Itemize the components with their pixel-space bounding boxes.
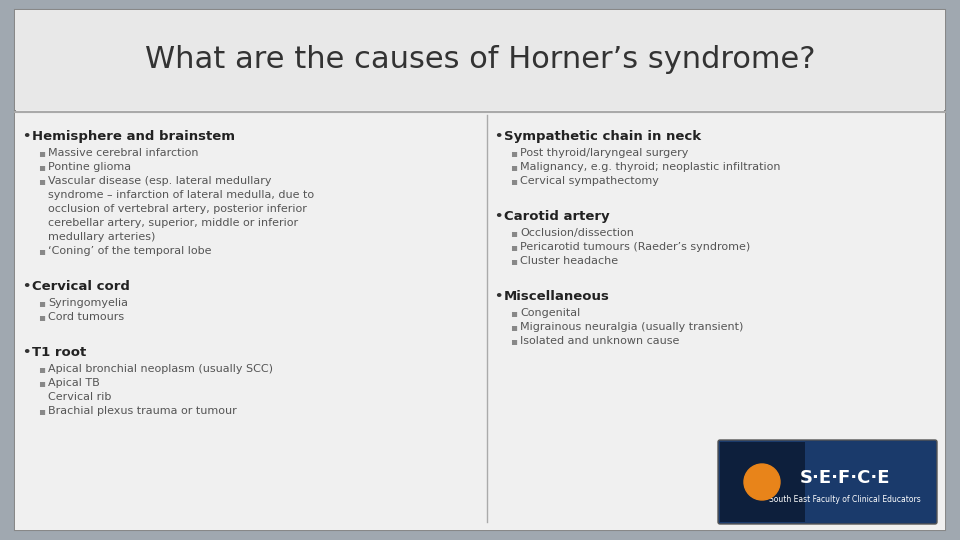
Text: Vascular disease (esp. lateral medullary: Vascular disease (esp. lateral medullary <box>48 176 272 186</box>
Text: Post thyroid/laryngeal surgery: Post thyroid/laryngeal surgery <box>520 148 688 158</box>
Text: •: • <box>22 130 31 143</box>
Text: ▪: ▪ <box>510 162 517 172</box>
Text: ▪: ▪ <box>38 298 45 308</box>
Text: ▪: ▪ <box>38 312 45 322</box>
Text: Brachial plexus trauma or tumour: Brachial plexus trauma or tumour <box>48 406 237 416</box>
Text: S·E·F·C·E: S·E·F·C·E <box>800 469 890 487</box>
Text: ▪: ▪ <box>510 256 517 266</box>
Text: ▪: ▪ <box>510 148 517 158</box>
Text: ▪: ▪ <box>510 228 517 238</box>
Text: Apical bronchial neoplasm (usually SCC): Apical bronchial neoplasm (usually SCC) <box>48 364 273 374</box>
Text: ▪: ▪ <box>510 308 517 318</box>
Text: Miscellaneous: Miscellaneous <box>504 290 610 303</box>
Circle shape <box>744 464 780 500</box>
Text: Migrainous neuralgia (usually transient): Migrainous neuralgia (usually transient) <box>520 322 743 332</box>
Text: South East Faculty of Clinical Educators: South East Faculty of Clinical Educators <box>769 496 921 504</box>
Text: ▪: ▪ <box>510 336 517 346</box>
Text: medullary arteries): medullary arteries) <box>48 232 156 242</box>
Text: ▪: ▪ <box>38 176 45 186</box>
FancyBboxPatch shape <box>720 442 805 522</box>
Text: Isolated and unknown cause: Isolated and unknown cause <box>520 336 680 346</box>
Text: Malignancy, e.g. thyroid; neoplastic infiltration: Malignancy, e.g. thyroid; neoplastic inf… <box>520 162 780 172</box>
Text: occlusion of vertebral artery, posterior inferior: occlusion of vertebral artery, posterior… <box>48 204 307 214</box>
Text: ▪: ▪ <box>38 378 45 388</box>
Text: ▪: ▪ <box>38 162 45 172</box>
Text: Occlusion/dissection: Occlusion/dissection <box>520 228 634 238</box>
Text: Massive cerebral infarction: Massive cerebral infarction <box>48 148 199 158</box>
Text: What are the causes of Horner’s syndrome?: What are the causes of Horner’s syndrome… <box>145 44 815 73</box>
Text: Apical TB: Apical TB <box>48 378 100 388</box>
Text: Cervical rib: Cervical rib <box>48 392 111 402</box>
Text: •: • <box>22 346 31 359</box>
Text: Cluster headache: Cluster headache <box>520 256 618 266</box>
Text: Pericarotid tumours (Raeder’s syndrome): Pericarotid tumours (Raeder’s syndrome) <box>520 242 751 252</box>
Text: Cord tumours: Cord tumours <box>48 312 124 322</box>
Text: Hemisphere and brainstem: Hemisphere and brainstem <box>32 130 235 143</box>
Text: Syringomyelia: Syringomyelia <box>48 298 128 308</box>
Text: Cervical sympathectomy: Cervical sympathectomy <box>520 176 659 186</box>
Text: •: • <box>22 280 31 293</box>
Text: syndrome – infarction of lateral medulla, due to: syndrome – infarction of lateral medulla… <box>48 190 314 200</box>
Text: cerebellar artery, superior, middle or inferior: cerebellar artery, superior, middle or i… <box>48 218 299 228</box>
Text: Congenital: Congenital <box>520 308 580 318</box>
Text: •: • <box>494 290 502 303</box>
Text: ▪: ▪ <box>38 148 45 158</box>
FancyBboxPatch shape <box>718 440 937 524</box>
Text: ▪: ▪ <box>510 322 517 332</box>
Text: Pontine glioma: Pontine glioma <box>48 162 132 172</box>
Text: ▪: ▪ <box>38 364 45 374</box>
Text: ▪: ▪ <box>510 176 517 186</box>
Text: ▪: ▪ <box>38 406 45 416</box>
FancyBboxPatch shape <box>15 112 945 530</box>
FancyBboxPatch shape <box>15 10 945 530</box>
Text: •: • <box>494 130 502 143</box>
FancyBboxPatch shape <box>15 10 945 110</box>
Text: ▪: ▪ <box>510 242 517 252</box>
Text: T1 root: T1 root <box>32 346 86 359</box>
Text: Cervical cord: Cervical cord <box>32 280 130 293</box>
Text: •: • <box>494 210 502 223</box>
Text: Sympathetic chain in neck: Sympathetic chain in neck <box>504 130 701 143</box>
Text: Carotid artery: Carotid artery <box>504 210 610 223</box>
Text: ‘Coning’ of the temporal lobe: ‘Coning’ of the temporal lobe <box>48 246 211 256</box>
Text: ▪: ▪ <box>38 246 45 256</box>
